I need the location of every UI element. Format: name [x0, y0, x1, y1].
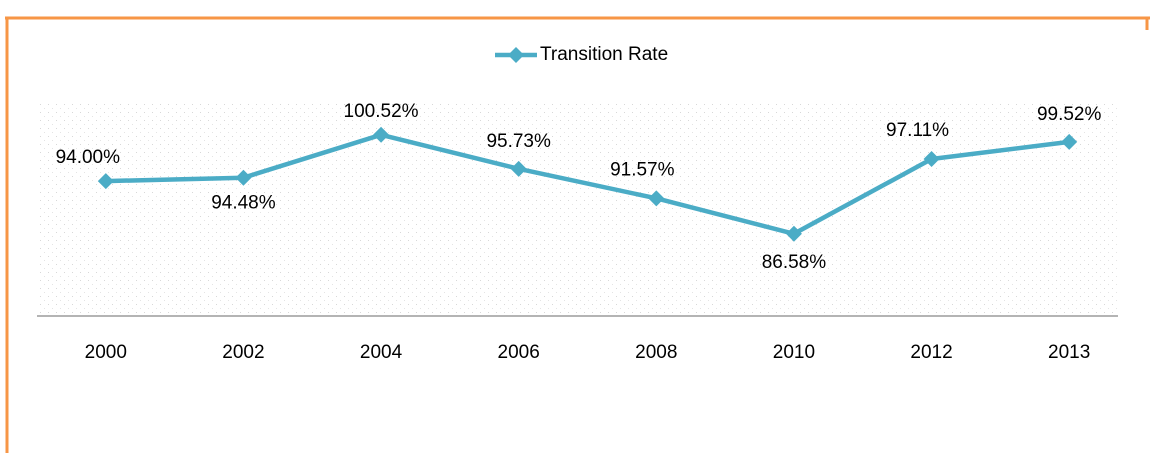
- x-tick-label: 2002: [222, 342, 264, 363]
- x-tick-label: 2010: [773, 342, 815, 363]
- data-label: 91.57%: [610, 159, 675, 180]
- marker: [97, 173, 114, 190]
- x-tick-label: 2006: [498, 342, 540, 363]
- marker: [510, 160, 527, 177]
- marker: [785, 225, 802, 242]
- frame: [5, 16, 1150, 453]
- series-line: [105, 132, 1070, 237]
- legend-marker: [508, 47, 524, 63]
- x-tick-label: 2013: [1048, 342, 1090, 363]
- x-tick-label: 2012: [910, 342, 952, 363]
- data-label: 94.00%: [56, 147, 121, 168]
- legend-label: Transition Rate: [540, 44, 668, 65]
- marker: [1061, 133, 1078, 150]
- data-label: 100.52%: [344, 101, 419, 122]
- marker: [923, 151, 940, 168]
- marker: [373, 126, 390, 143]
- marker: [235, 169, 252, 186]
- plot-area: [37, 103, 1118, 316]
- x-tick-label: 2008: [635, 342, 677, 363]
- x-tick-label: 2004: [360, 342, 403, 363]
- data-label: 94.48%: [211, 193, 276, 214]
- data-label: 86.58%: [762, 252, 827, 273]
- x-tick-label: 2000: [85, 342, 127, 363]
- marker: [648, 190, 665, 207]
- data-label: 95.73%: [486, 131, 551, 152]
- data-label: 99.52%: [1037, 104, 1102, 125]
- data-label: 97.11%: [886, 120, 949, 141]
